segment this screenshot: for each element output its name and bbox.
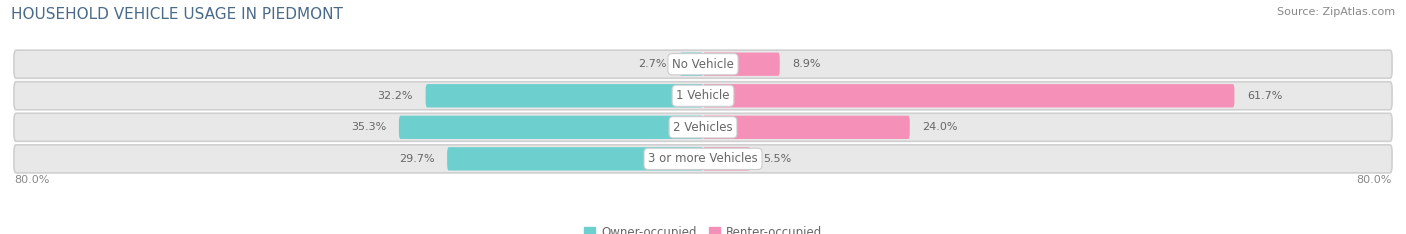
- FancyBboxPatch shape: [703, 116, 910, 139]
- Text: 80.0%: 80.0%: [14, 175, 49, 185]
- Text: 24.0%: 24.0%: [922, 122, 957, 132]
- Text: 61.7%: 61.7%: [1247, 91, 1282, 101]
- FancyBboxPatch shape: [447, 147, 703, 171]
- Text: Source: ZipAtlas.com: Source: ZipAtlas.com: [1277, 7, 1395, 17]
- Text: 2 Vehicles: 2 Vehicles: [673, 121, 733, 134]
- Legend: Owner-occupied, Renter-occupied: Owner-occupied, Renter-occupied: [579, 222, 827, 234]
- Text: 80.0%: 80.0%: [1357, 175, 1392, 185]
- FancyBboxPatch shape: [399, 116, 703, 139]
- Text: 1 Vehicle: 1 Vehicle: [676, 89, 730, 102]
- Text: HOUSEHOLD VEHICLE USAGE IN PIEDMONT: HOUSEHOLD VEHICLE USAGE IN PIEDMONT: [11, 7, 343, 22]
- FancyBboxPatch shape: [679, 52, 703, 76]
- FancyBboxPatch shape: [14, 82, 1392, 110]
- FancyBboxPatch shape: [703, 84, 1234, 107]
- FancyBboxPatch shape: [14, 145, 1392, 173]
- Text: 3 or more Vehicles: 3 or more Vehicles: [648, 152, 758, 165]
- Text: 5.5%: 5.5%: [763, 154, 792, 164]
- FancyBboxPatch shape: [426, 84, 703, 107]
- Text: 32.2%: 32.2%: [377, 91, 413, 101]
- FancyBboxPatch shape: [14, 113, 1392, 141]
- Text: No Vehicle: No Vehicle: [672, 58, 734, 71]
- Text: 2.7%: 2.7%: [638, 59, 666, 69]
- FancyBboxPatch shape: [14, 50, 1392, 78]
- FancyBboxPatch shape: [703, 147, 751, 171]
- Text: 35.3%: 35.3%: [352, 122, 387, 132]
- FancyBboxPatch shape: [703, 52, 780, 76]
- Text: 29.7%: 29.7%: [399, 154, 434, 164]
- Text: 8.9%: 8.9%: [793, 59, 821, 69]
